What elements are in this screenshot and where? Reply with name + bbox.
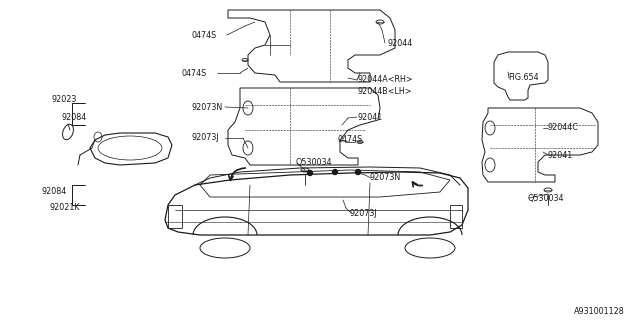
Circle shape [355, 170, 360, 174]
Text: 0474S: 0474S [338, 135, 364, 145]
Text: 92073N: 92073N [191, 102, 222, 111]
Text: 92041: 92041 [547, 150, 572, 159]
Text: 0474S: 0474S [192, 30, 217, 39]
Text: FIG.654: FIG.654 [508, 74, 539, 83]
Circle shape [307, 171, 312, 175]
Text: 92023: 92023 [52, 95, 77, 105]
Text: 92073J: 92073J [350, 209, 378, 218]
Text: 92084: 92084 [62, 113, 87, 122]
Text: 92021K: 92021K [50, 204, 81, 212]
Text: 0474S: 0474S [181, 68, 206, 77]
Text: Q530034: Q530034 [296, 158, 333, 167]
Text: A931001128: A931001128 [574, 308, 625, 316]
Text: 92073J: 92073J [191, 133, 219, 142]
Text: 92044A<RH>: 92044A<RH> [357, 76, 413, 84]
Circle shape [333, 170, 337, 174]
FancyArrowPatch shape [412, 182, 422, 187]
Text: 92044C: 92044C [547, 124, 578, 132]
Text: 92041: 92041 [357, 113, 382, 122]
Text: 92044: 92044 [387, 38, 412, 47]
Text: 92073N: 92073N [370, 173, 401, 182]
Text: 92044B<LH>: 92044B<LH> [357, 86, 412, 95]
Text: Q530034: Q530034 [527, 194, 563, 203]
FancyArrowPatch shape [228, 168, 245, 180]
Text: 92084: 92084 [42, 188, 67, 196]
